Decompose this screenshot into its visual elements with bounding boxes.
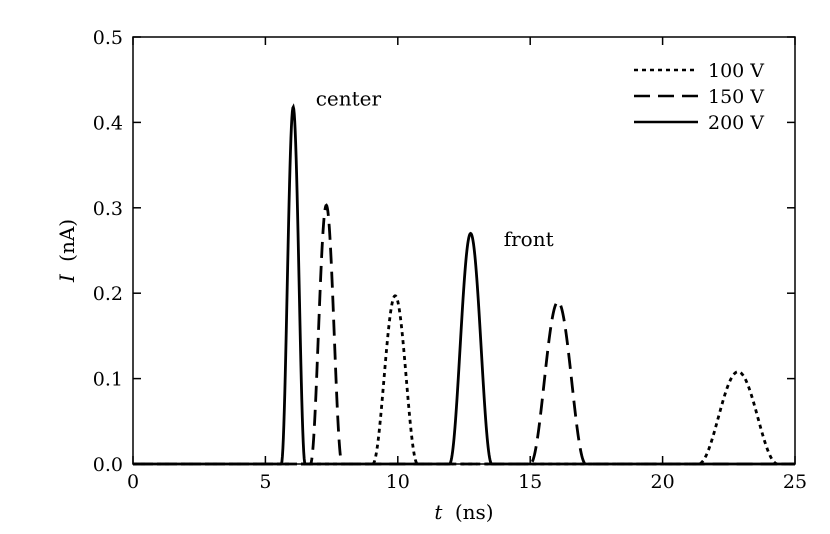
- annotation-front: front: [504, 227, 554, 251]
- y-axis-title: I (nA): [55, 219, 79, 283]
- x-tick-label: 25: [783, 471, 807, 493]
- legend-item-200v: 200 V: [634, 112, 764, 134]
- legend-item-150v: 150 V: [634, 86, 764, 108]
- annotation-center: center: [316, 86, 382, 110]
- plot-frame: [132, 36, 796, 465]
- ticks: [132, 36, 796, 465]
- x-axis-title: t (ns): [434, 500, 493, 524]
- y-tick-label: 0.4: [93, 112, 123, 134]
- y-tick-label: 0.0: [93, 454, 123, 476]
- y-tick-label: 0.5: [93, 27, 123, 49]
- legend-label-200v: 200 V: [708, 112, 764, 134]
- x-tick-label: 0: [127, 471, 139, 493]
- legend-label-150v: 150 V: [708, 86, 764, 108]
- x-tick-label: 20: [651, 471, 675, 493]
- y-tick-label: 0.3: [93, 198, 123, 220]
- x-tick-label: 5: [259, 471, 271, 493]
- x-tick-label: 10: [386, 471, 410, 493]
- series-line-150v: [133, 203, 795, 466]
- legend-item-100v: 100 V: [634, 60, 764, 82]
- y-tick-label: 0.1: [93, 369, 123, 391]
- legend: 100 V 150 V 200 V: [634, 60, 764, 134]
- y-axis-unit: (nA): [55, 219, 79, 262]
- tick-labels: 0 5 10 15 20 25 0.0 0.1 0.2 0.3 0.4 0.5: [93, 27, 807, 493]
- x-tick-label: 15: [518, 471, 542, 493]
- curves: [133, 103, 795, 466]
- y-axis-var: I: [55, 273, 79, 283]
- series-line-200v: [133, 103, 795, 466]
- y-tick-label: 0.2: [93, 283, 123, 305]
- x-axis-var: t: [434, 500, 443, 524]
- legend-label-100v: 100 V: [708, 60, 764, 82]
- x-axis-unit: (ns): [455, 500, 494, 524]
- series-line-100v: [133, 294, 795, 466]
